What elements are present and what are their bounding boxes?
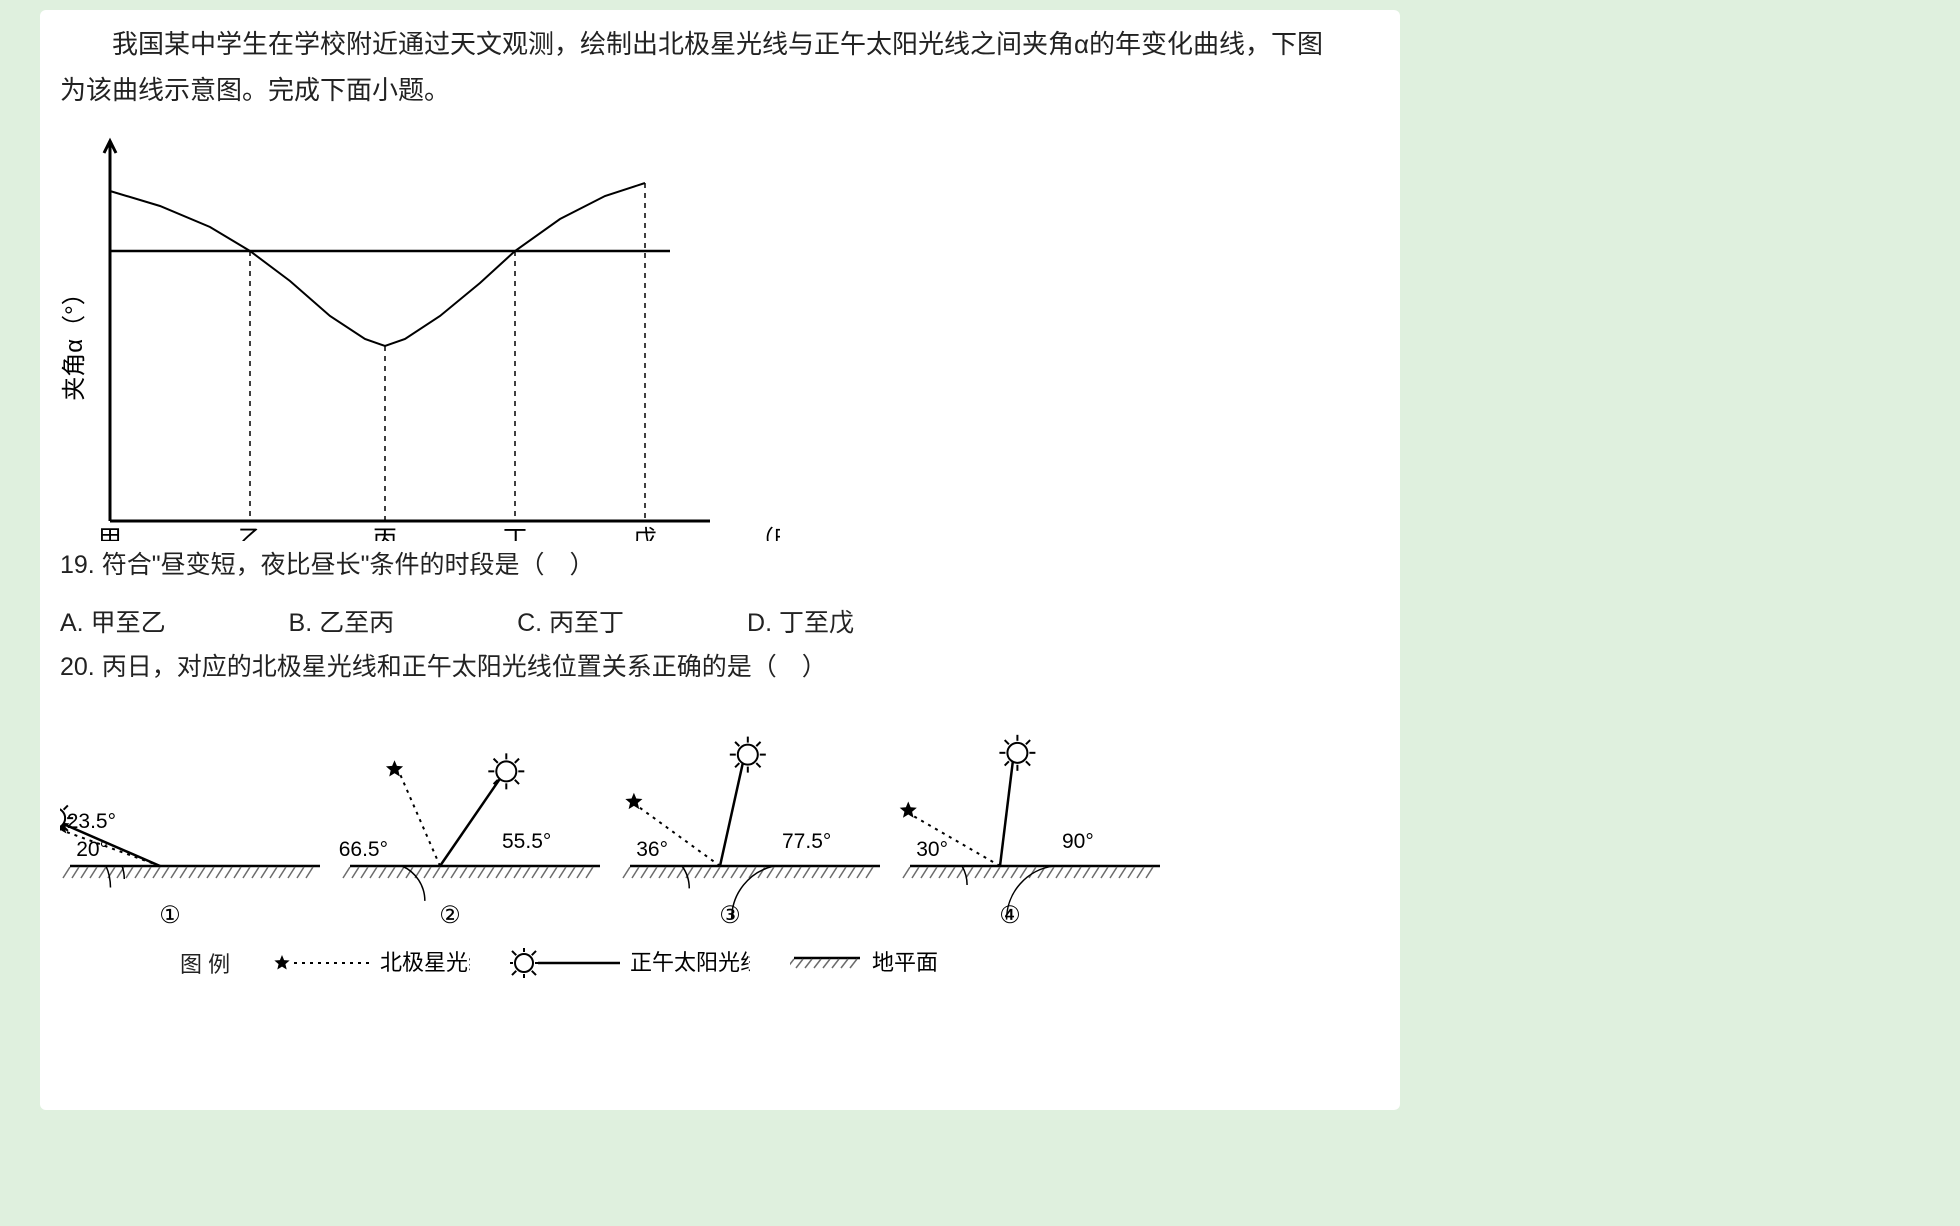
svg-text:地平面: 地平面	[872, 950, 938, 975]
answer-diagrams: 20° 23.5° ① 66.5° 55.5° ② 36° 77.5° ③ 30° 90° ④	[60, 711, 1190, 941]
svg-text:北极星光线: 北极星光线	[380, 950, 470, 975]
question-card: { "intro_line1": "我国某中学生在学校附近通过天文观测，绘制出北…	[40, 10, 1400, 1110]
intro-text-2: 为该曲线示意图。完成下面小题。	[60, 70, 1380, 110]
q19-opt-c[interactable]: C. 丙至丁	[517, 609, 682, 637]
svg-text:乙: 乙	[238, 526, 262, 541]
svg-text:正午太阳光线: 正午太阳光线	[630, 950, 750, 975]
svg-text:④: ④	[999, 902, 1021, 929]
svg-text:36°: 36°	[636, 838, 668, 861]
svg-text:66.5°: 66.5°	[339, 838, 388, 861]
question-19: 19. 符合"昼变短，夜比昼长"条件的时段是（ ）	[60, 545, 1380, 585]
question-20: 20. 丙日，对应的北极星光线和正午太阳光线位置关系正确的是（ ）	[60, 647, 1380, 687]
intro-text-1: 我国某中学生在学校附近通过天文观测，绘制出北极星光线与正午太阳光线之间夹角α的年…	[60, 24, 1380, 64]
svg-text:①: ①	[159, 902, 181, 929]
svg-text:55.5°: 55.5°	[502, 830, 551, 853]
alpha-chart: 夹角α（°） 甲 乙 丙 丁 戊 （时间）	[60, 121, 780, 541]
svg-text:90°: 90°	[1062, 830, 1094, 853]
svg-text:戊: 戊	[633, 526, 657, 541]
svg-text:丙: 丙	[373, 526, 397, 541]
q19-opt-d[interactable]: D. 丁至戊	[747, 609, 912, 637]
svg-text:②: ②	[439, 902, 461, 929]
q20-text: 丙日，对应的北极星光线和正午太阳光线位置关系正确的是（ ）	[102, 653, 827, 681]
q19-number: 19.	[60, 551, 95, 579]
q19-options: A. 甲至乙 B. 乙至丙 C. 丙至丁 D. 丁至戊	[60, 603, 1380, 643]
svg-text:夹角α（°）: 夹角α（°）	[61, 281, 88, 400]
svg-text:（时间）: （时间）	[750, 526, 780, 541]
legend-title: 图 例	[180, 947, 230, 979]
q19-opt-a[interactable]: A. 甲至乙	[60, 609, 224, 637]
svg-text:甲: 甲	[98, 526, 122, 541]
svg-text:③: ③	[719, 902, 741, 929]
svg-text:77.5°: 77.5°	[782, 830, 831, 853]
legend: 图 例 北极星光线 正午太阳光线 地平面	[60, 947, 1380, 979]
q20-number: 20.	[60, 653, 95, 681]
svg-text:23.5°: 23.5°	[67, 810, 116, 833]
svg-text:丁: 丁	[503, 526, 527, 541]
q19-text: 符合"昼变短，夜比昼长"条件的时段是（ ）	[102, 551, 595, 579]
svg-text:20°: 20°	[76, 838, 108, 861]
svg-text:30°: 30°	[916, 838, 948, 861]
q19-opt-b[interactable]: B. 乙至丙	[289, 609, 453, 637]
